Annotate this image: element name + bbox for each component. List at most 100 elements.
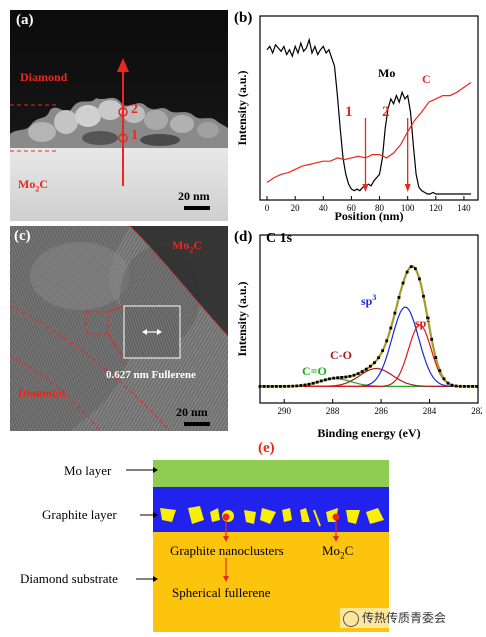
panel-b-marker-2: 2 bbox=[382, 104, 390, 120]
panel-a-scale-label: 20 nm bbox=[178, 189, 210, 203]
x-tick-label: 288 bbox=[326, 406, 340, 416]
x-tick-label: 40 bbox=[319, 203, 329, 213]
panel-a-mo2c-label: Mo2C bbox=[18, 177, 48, 194]
panel-e-mo2c-label: Mo2C bbox=[322, 543, 354, 561]
data-point bbox=[401, 281, 405, 285]
panel-b-xlabel: Position (nm) bbox=[335, 209, 404, 223]
panel-d-sp3-label: sp3 bbox=[361, 293, 377, 308]
panel-e-mo-layer-label: Mo layer bbox=[64, 463, 112, 478]
data-point bbox=[344, 375, 348, 379]
panel-b-label: (b) bbox=[234, 10, 253, 26]
x-tick-label: 284 bbox=[423, 406, 437, 416]
panel-b-ylabel: Intensity (a.u.) bbox=[235, 70, 249, 145]
panel-a: (a) Diamond 2 1 Mo2C 20 nm bbox=[10, 10, 228, 221]
x-tick-label: 120 bbox=[429, 203, 443, 213]
data-point bbox=[462, 385, 466, 388]
x-tick-label: 286 bbox=[374, 406, 388, 416]
series-mo-line bbox=[266, 37, 471, 195]
panel-c-diamond-label: Diamond bbox=[18, 386, 66, 400]
data-point bbox=[442, 377, 446, 381]
data-point bbox=[303, 383, 307, 387]
panel-a-image bbox=[10, 10, 228, 221]
panel-e-nanoclusters-label: Graphite nanoclusters bbox=[170, 543, 284, 558]
data-point bbox=[471, 385, 474, 388]
panel-d-c-eq-o-label: C=O bbox=[302, 364, 327, 378]
data-point bbox=[368, 364, 372, 368]
series-sp3-peak bbox=[260, 306, 478, 387]
panel-c-fullerene-label: 0.627 nm Fullerene bbox=[106, 369, 196, 381]
data-point bbox=[446, 381, 450, 385]
x-tick-label: 80 bbox=[375, 203, 385, 213]
data-point bbox=[319, 379, 323, 383]
panel-e-label: (e) bbox=[258, 440, 275, 456]
data-point bbox=[418, 277, 421, 281]
series-c-line bbox=[266, 82, 472, 183]
data-point bbox=[454, 384, 458, 388]
panel-c-image bbox=[10, 226, 228, 431]
panel-b: 0 20 40 60 80 100 120 140 Position (nm) Intensi… bbox=[232, 8, 482, 223]
data-point bbox=[311, 381, 315, 385]
panel-b-marker-1: 1 bbox=[345, 104, 353, 120]
data-point bbox=[356, 372, 360, 376]
data-point bbox=[430, 337, 434, 341]
data-point bbox=[385, 339, 389, 343]
data-point bbox=[450, 383, 454, 387]
data-point bbox=[287, 384, 291, 388]
x-tick-label: 290 bbox=[277, 406, 291, 416]
panel-d-ylabel: Intensity (a.u.) bbox=[235, 281, 249, 356]
x-tick-label: 282 bbox=[471, 406, 482, 416]
panel-b-axes-frame bbox=[259, 15, 479, 201]
data-point bbox=[270, 385, 274, 388]
data-point bbox=[475, 385, 479, 388]
watermark-text: 传热传质青委会 bbox=[362, 611, 447, 625]
data-point bbox=[467, 385, 470, 388]
data-point bbox=[315, 380, 319, 384]
panel-e-fullerene-label: Spherical fullerene bbox=[172, 585, 271, 600]
data-point bbox=[377, 356, 380, 360]
data-point bbox=[409, 265, 413, 269]
panel-d-title: C 1s bbox=[266, 231, 293, 246]
series-envelope-line bbox=[260, 265, 478, 388]
watermark-icon bbox=[343, 610, 359, 627]
panel-d-chart: 290 288 286 284 282 Binding energy (eV) Inte… bbox=[235, 234, 482, 440]
marker-2-arrowhead bbox=[404, 184, 411, 192]
data-point bbox=[381, 349, 385, 353]
data-point bbox=[389, 326, 393, 330]
data-point bbox=[332, 376, 335, 380]
series-sp2-peak bbox=[260, 324, 478, 387]
x-tick-label: 140 bbox=[457, 203, 471, 213]
data-point bbox=[405, 270, 409, 274]
panel-c: (c) Mo2C 0.627 nm Fullerene Diamond 20 n… bbox=[10, 226, 228, 431]
data-point bbox=[295, 384, 299, 388]
panel-e: (e) Mo layer Graphite layer Diamond subs… bbox=[0, 440, 486, 637]
panel-a-label: (a) bbox=[16, 12, 34, 28]
data-point bbox=[307, 382, 311, 386]
panel-b-mo-label: Mo bbox=[378, 66, 396, 80]
data-point bbox=[434, 356, 438, 359]
panel-d-sp2-label: sp2 bbox=[415, 315, 431, 330]
data-point bbox=[340, 375, 344, 379]
panel-c-scale-label: 20 nm bbox=[176, 405, 208, 419]
panel-b-chart: 0 20 40 60 80 100 120 140 Position (nm) Intensi… bbox=[235, 15, 479, 223]
data-point bbox=[291, 384, 295, 388]
panel-d-xlabel: Binding energy (eV) bbox=[317, 426, 420, 440]
data-point bbox=[352, 373, 356, 377]
panel-d-c-o-label: C-O bbox=[330, 348, 352, 362]
data-point bbox=[397, 296, 401, 299]
x-tick-label: 0 bbox=[265, 203, 270, 213]
x-tick-label: 20 bbox=[291, 203, 301, 213]
mo-layer-block bbox=[153, 460, 389, 487]
panel-c-label: (c) bbox=[14, 228, 31, 244]
data-point bbox=[274, 385, 278, 388]
panel-d-axes-frame bbox=[259, 234, 479, 404]
x-tick-label: 100 bbox=[401, 203, 415, 213]
panel-a-marker-2: 2 bbox=[131, 102, 138, 117]
data-point bbox=[283, 384, 286, 388]
data-point bbox=[279, 385, 282, 388]
data-point bbox=[266, 385, 270, 388]
data-point bbox=[422, 294, 425, 298]
panel-a-marker-1: 1 bbox=[131, 128, 138, 143]
panel-e-graphite-layer-label: Graphite layer bbox=[42, 507, 117, 522]
data-point bbox=[438, 369, 442, 373]
panel-e-diamond-substrate-label: Diamond substrate bbox=[20, 571, 118, 586]
